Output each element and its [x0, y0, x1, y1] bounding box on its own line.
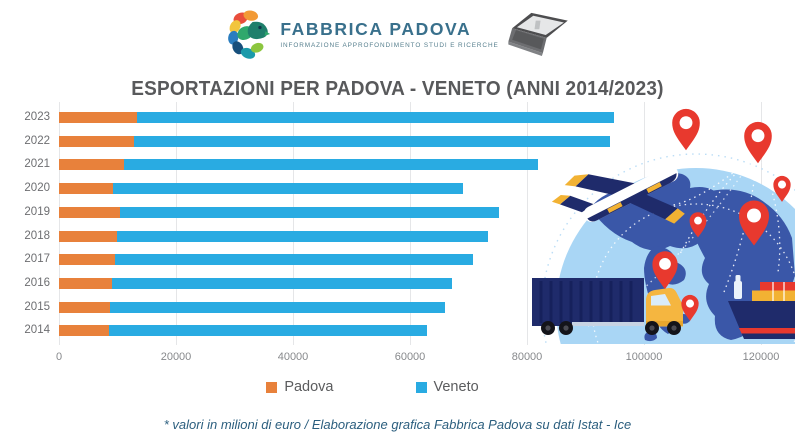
- cargo-ship-icon: [728, 275, 795, 339]
- bar-segment-padova-2023: [59, 112, 138, 123]
- bar-segment-padova-2020: [59, 183, 114, 195]
- y-axis-label-2015: 2015: [24, 300, 50, 313]
- x-tick-label: 80000: [511, 351, 543, 363]
- y-axis-label-2018: 2018: [24, 229, 50, 242]
- bar-segment-padova-2022: [59, 135, 134, 147]
- legend-label: Padova: [284, 379, 334, 395]
- bar-segment-padova-2019: [59, 206, 120, 218]
- brand-header: FABBRICA PADOVA INFORMAZIONE APPROFONDIM…: [0, 7, 795, 61]
- y-axis-label-2016: 2016: [24, 276, 50, 289]
- bar-segment-padova-2017: [59, 254, 115, 266]
- legend-swatch-padova: [266, 381, 278, 393]
- bar-segment-veneto-2017: [114, 254, 474, 266]
- legend: Padova Veneto: [0, 379, 745, 395]
- gridline: [175, 102, 177, 345]
- bar-segment-padova-2014: [59, 325, 109, 337]
- airplane-icon: [551, 166, 685, 224]
- bar-segment-padova-2016: [59, 277, 113, 289]
- y-axis-label-2017: 2017: [24, 253, 50, 266]
- bar-chart: 0 20000 40000 60000 80000 100000 120000 2023 202…: [0, 102, 795, 366]
- legend-swatch-veneto: [415, 381, 427, 393]
- gridline: [292, 102, 294, 345]
- truck-icon: [532, 278, 683, 335]
- footnote: * valori in milioni di euro / Elaborazio…: [163, 417, 632, 432]
- x-tick-label: 60000: [394, 351, 426, 363]
- y-axis-label-2021: 2021: [24, 158, 50, 171]
- x-tick-label: 0: [55, 351, 63, 363]
- y-axis-label-2023: 2023: [24, 111, 50, 123]
- bar-segment-padova-2015: [59, 301, 110, 313]
- gridline: [526, 102, 528, 345]
- brand-name: FABBRICA PADOVA: [280, 19, 472, 39]
- bar-segment-veneto-2016: [112, 277, 453, 289]
- logistics-illustration: [532, 108, 795, 344]
- bar-segment-veneto-2022: [133, 135, 611, 147]
- brand-subtitle: INFORMAZIONE APPROFONDIMENTO STUDI E RIC…: [280, 42, 499, 49]
- x-tick-label: 100000: [625, 351, 663, 363]
- y-axis-label-2022: 2022: [24, 134, 50, 147]
- bar-segment-veneto-2023: [137, 112, 614, 123]
- gridline: [409, 102, 411, 345]
- legend-item-padova: Padova: [266, 379, 334, 395]
- gridline: [58, 102, 60, 345]
- bar-segment-padova-2021: [59, 159, 124, 171]
- y-axis-label-2014: 2014: [24, 324, 50, 337]
- y-axis-label-2019: 2019: [24, 205, 50, 218]
- bar-segment-veneto-2020: [113, 183, 463, 195]
- location-pin-icon: [652, 108, 791, 321]
- bar-segment-padova-2018: [59, 230, 117, 242]
- y-axis-label-2020: 2020: [24, 182, 50, 195]
- bar-segment-veneto-2014: [108, 325, 427, 337]
- x-tick-label: 40000: [277, 351, 309, 363]
- bar-segment-veneto-2019: [119, 206, 499, 218]
- legend-label: Veneto: [433, 379, 479, 395]
- plot-area: [58, 102, 762, 345]
- bar-segment-veneto-2021: [123, 159, 539, 171]
- laptop-icon: [507, 12, 568, 57]
- x-tick-label: 20000: [160, 351, 192, 363]
- bar-segment-veneto-2018: [116, 230, 488, 242]
- wheel-icon: [541, 321, 681, 335]
- fabbrica-padova-logo: [228, 10, 271, 59]
- chart-title: ESPORTAZIONI PER PADOVA - VENETO (ANNI 2…: [131, 78, 664, 101]
- legend-item-veneto: Veneto: [415, 379, 479, 395]
- bar-segment-veneto-2015: [109, 301, 446, 313]
- x-tick-label: 120000: [742, 351, 780, 363]
